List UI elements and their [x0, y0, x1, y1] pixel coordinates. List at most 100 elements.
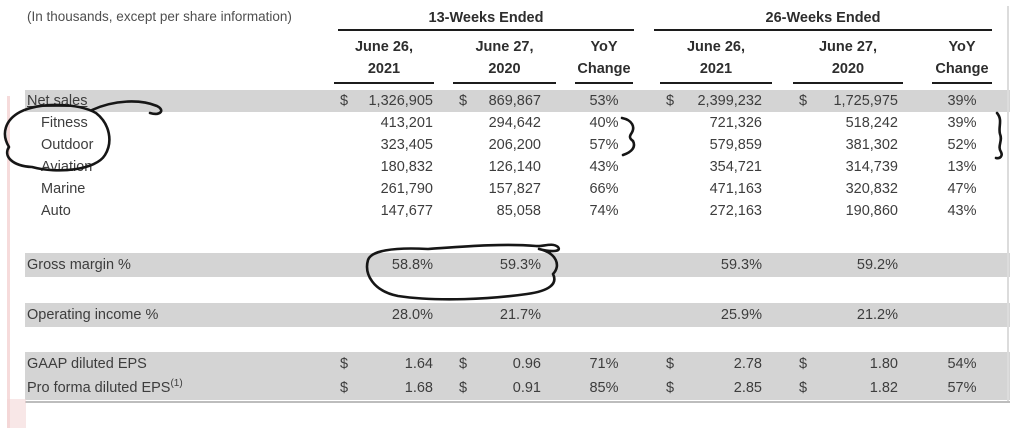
cell-value: 869,867 — [488, 93, 541, 109]
cell-value: 323,405 — [380, 137, 433, 153]
row-label: Aviation — [41, 159, 93, 175]
cell-13wk-2020: $0.96 — [453, 352, 556, 376]
cell-26wk-2021: 354,721 — [660, 156, 772, 178]
cell-value: 272,163 — [709, 203, 762, 219]
cell-value: 2.85 — [733, 380, 762, 396]
currency-symbol — [660, 134, 666, 156]
currency-symbol — [660, 253, 666, 277]
cell-26wk-2020: 190,860 — [793, 200, 903, 222]
currency-symbol — [334, 112, 340, 134]
currency-symbol — [453, 200, 459, 222]
row-label: Outdoor — [41, 137, 94, 153]
row-label: Pro forma diluted EPS(1) — [27, 376, 327, 400]
cell-value: 147,677 — [380, 203, 433, 219]
cell-value: 58.8% — [391, 257, 433, 273]
row-marine: Marine 261,790 157,827 66% 471,163 320,8… — [25, 178, 1010, 200]
cell-26wk-2020: 381,302 — [793, 134, 903, 156]
currency-symbol — [453, 156, 459, 178]
cell-26wk-2021: 579,859 — [660, 134, 772, 156]
cell-13wk-2021: 413,201 — [334, 112, 434, 134]
cell-13wk-2021: 28.0% — [334, 303, 434, 327]
row-auto: Auto 147,677 85,058 74% 272,163 190,860 … — [25, 200, 1010, 222]
cell-26wk-2020: 314,739 — [793, 156, 903, 178]
currency-symbol — [793, 156, 799, 178]
currency-symbol — [334, 303, 340, 327]
cell-13wk-2020: 294,642 — [453, 112, 556, 134]
currency-symbol — [453, 303, 459, 327]
row-aviation: Aviation 180,832 126,140 43% 354,721 314… — [25, 156, 1010, 178]
cell-13wk-yoy: 57% — [589, 137, 619, 153]
cell-value: 85,058 — [496, 203, 541, 219]
row-label: Operating income % — [27, 307, 159, 323]
currency-symbol: $ — [340, 380, 349, 396]
row-fitness: Fitness 413,201 294,642 40% 721,326 518,… — [25, 112, 1010, 134]
cell-value: 294,642 — [488, 115, 541, 131]
row-outdoor: Outdoor 323,405 206,200 57% 579,859 381,… — [25, 134, 1010, 156]
cell-13wk-yoy: 74% — [589, 203, 619, 219]
cell-26wk-2020: 21.2% — [793, 303, 903, 327]
cell-26wk-2021: $2,399,232 — [660, 90, 772, 112]
row-label: Marine — [41, 181, 86, 197]
cell-13wk-yoy — [575, 253, 633, 277]
row-label: Gross margin % — [27, 257, 131, 273]
currency-symbol: $ — [799, 356, 808, 372]
col-header-13wk-yoy: Change — [575, 58, 633, 84]
col-header-13wk-2020: 2020 — [453, 58, 556, 84]
cell-26wk-yoy: 47% — [947, 181, 977, 197]
cell-26wk-2021: 25.9% — [660, 303, 772, 327]
currency-symbol: $ — [666, 356, 675, 372]
cell-26wk-2020: 518,242 — [793, 112, 903, 134]
currency-symbol — [793, 112, 799, 134]
cell-13wk-2021: 147,677 — [334, 200, 434, 222]
cell-13wk-yoy — [575, 303, 633, 327]
cell-13wk-2020: 21.7% — [453, 303, 556, 327]
cell-value: 314,739 — [845, 159, 898, 175]
cell-value: 21.2% — [856, 307, 898, 323]
cell-26wk-yoy: 13% — [947, 159, 977, 175]
currency-symbol: $ — [799, 380, 808, 396]
col-group-26-weeks-ended: 26-Weeks Ended — [654, 7, 992, 31]
currency-symbol — [660, 156, 666, 178]
cell-26wk-2020: $1.82 — [793, 376, 903, 400]
cell-13wk-yoy: 40% — [589, 115, 619, 131]
row-gross-margin: Gross margin % 58.8% 59.3% 59.3% 59.2% — [25, 253, 1010, 277]
currency-symbol — [334, 134, 340, 156]
cell-value: 721,326 — [709, 115, 762, 131]
currency-symbol — [660, 112, 666, 134]
cell-value: 320,832 — [845, 181, 898, 197]
col-header-26wk-2020: June 27, — [818, 39, 878, 55]
cell-value: 59.3% — [720, 257, 762, 273]
currency-symbol — [793, 178, 799, 200]
row-net-sales: Net sales $1,326,905 $869,867 53% $2,399… — [25, 90, 1010, 112]
cell-value: 0.91 — [512, 380, 541, 396]
cell-26wk-yoy: 39% — [947, 93, 977, 109]
currency-symbol — [793, 134, 799, 156]
currency-symbol: $ — [799, 93, 808, 109]
cell-13wk-2020: 85,058 — [453, 200, 556, 222]
cell-26wk-2021: 471,163 — [660, 178, 772, 200]
cell-13wk-2020: 157,827 — [453, 178, 556, 200]
table-caption: (In thousands, except per share informat… — [27, 9, 292, 24]
cell-value: 261,790 — [380, 181, 433, 197]
cell-value: 579,859 — [709, 137, 762, 153]
cell-26wk-2021: $2.78 — [660, 352, 772, 376]
cell-26wk-yoy — [932, 253, 992, 277]
left-edge-artifact — [7, 96, 10, 428]
cell-value: 518,242 — [845, 115, 898, 131]
cell-13wk-2021: $1.68 — [334, 376, 434, 400]
cell-value: 2.78 — [733, 356, 762, 372]
subheader-line1: June 26, June 27, YoY June 26, June 27, … — [25, 36, 1010, 58]
cell-value: 1,326,905 — [368, 93, 433, 109]
currency-symbol: $ — [340, 93, 349, 109]
currency-symbol: $ — [666, 380, 675, 396]
cell-value: 59.2% — [856, 257, 898, 273]
currency-symbol — [453, 253, 459, 277]
cell-value: 471,163 — [709, 181, 762, 197]
row-pro-forma-diluted-eps: Pro forma diluted EPS(1) $1.68 $0.91 85%… — [25, 376, 1010, 400]
col-header-26wk-yoy: Change — [932, 58, 992, 84]
cell-26wk-2020: 320,832 — [793, 178, 903, 200]
cell-value: 206,200 — [488, 137, 541, 153]
cell-13wk-2020: $0.91 — [453, 376, 556, 400]
currency-symbol — [334, 200, 340, 222]
